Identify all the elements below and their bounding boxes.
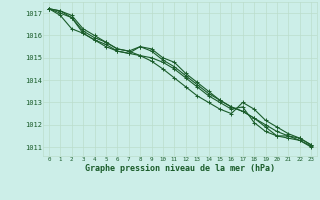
- X-axis label: Graphe pression niveau de la mer (hPa): Graphe pression niveau de la mer (hPa): [85, 164, 275, 173]
